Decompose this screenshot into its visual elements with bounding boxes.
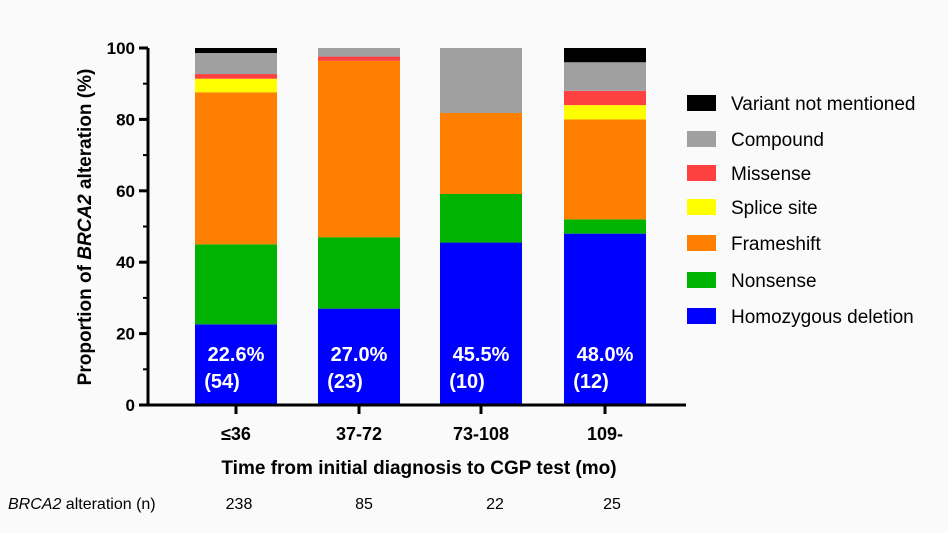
bar-segment-homozygous-deletion: [318, 308, 400, 405]
y-tick-label: 20: [116, 325, 135, 344]
x-tick-label: 37-72: [336, 424, 382, 444]
x-axis-title: Time from initial diagnosis to CGP test …: [221, 458, 616, 479]
count-value: 22: [486, 496, 504, 513]
legend-swatch: [687, 131, 716, 147]
bar-segment-variant-not-mentioned: [564, 48, 646, 63]
bar-segment-compound: [440, 48, 522, 113]
legend-label: Splice site: [731, 198, 818, 219]
bar-segment-nonsense: [195, 244, 277, 325]
y-tick-label: 40: [116, 253, 135, 272]
count-value: 85: [355, 496, 373, 513]
legend: Variant not mentioned Compound Missense Spl…: [687, 94, 916, 328]
legend-label: Frameshift: [731, 234, 821, 255]
legend-label: Nonsense: [731, 271, 817, 292]
legend-label: Homozygous deletion: [731, 307, 914, 328]
count-row: BRCA2 alteration (n) 238 85 22 25: [8, 496, 621, 513]
legend-label: Variant not mentioned: [731, 94, 916, 115]
count-row-label: BRCA2 alteration (n): [8, 496, 156, 513]
bar-segment-nonsense: [564, 219, 646, 234]
x-tick-label: 73-108: [453, 424, 509, 444]
x-tick-label: 109-: [587, 424, 623, 444]
bar-segment-nonsense: [318, 237, 400, 309]
bar-segment-frameshift: [195, 92, 277, 245]
bar-segment-homozygous-deletion: [195, 324, 277, 405]
bar-percent-label: 22.6%: [208, 344, 265, 366]
bar-percent-label: 45.5%: [453, 344, 510, 366]
legend-swatch: [687, 95, 716, 111]
legend-swatch: [687, 272, 716, 288]
count-value: 25: [603, 496, 621, 513]
legend-swatch: [687, 199, 716, 215]
y-tick-label: 100: [107, 39, 135, 58]
bar-segment-homozygous-deletion: [564, 233, 646, 405]
bar-segment-homozygous-deletion: [440, 242, 522, 405]
legend-label: Missense: [731, 164, 811, 185]
bar-percent-label: 27.0%: [331, 344, 388, 366]
count-value: 238: [226, 496, 253, 513]
axes-layer: 0 20 40 60 80 100 ≤36 37-72 73-108 109- Time from …: [75, 39, 686, 479]
bar-segment-missense: [318, 56, 400, 61]
bar-count-label: (23): [327, 371, 363, 393]
bar-count-label: (12): [573, 371, 609, 393]
y-tick-label: 60: [116, 182, 135, 201]
bar-segment-missense: [564, 90, 646, 106]
bar-segment-splice-site: [195, 78, 277, 93]
y-axis-title: Proportion of BRCA2 alteration (%): [75, 69, 96, 386]
x-tick-label: ≤36: [221, 424, 251, 444]
legend-label: Compound: [731, 130, 824, 151]
y-tick-label: 0: [126, 396, 135, 415]
bar-count-label: (10): [449, 371, 485, 393]
bar-count-label: (54): [204, 371, 240, 393]
bar-segment-variant-not-mentioned: [195, 48, 277, 53]
bars-layer: [195, 48, 646, 405]
bar-segment-frameshift: [440, 112, 522, 195]
labels-layer: 22.6% (54) 27.0% (23) 45.5% (10) 48.0% (12): [204, 344, 633, 393]
bar-segment-compound: [195, 52, 277, 75]
bar-segment-compound: [318, 48, 400, 57]
legend-swatch: [687, 165, 716, 181]
bar-segment-compound: [564, 62, 646, 91]
legend-swatch: [687, 235, 716, 251]
bar-segment-frameshift: [318, 60, 400, 238]
y-tick-label: 80: [116, 110, 135, 129]
bar-segment-missense: [195, 74, 277, 79]
bar-segment-splice-site: [564, 105, 646, 120]
legend-swatch: [687, 308, 716, 324]
bar-percent-label: 48.0%: [577, 344, 634, 366]
bar-segment-nonsense: [440, 194, 522, 243]
bar-segment-frameshift: [564, 119, 646, 220]
